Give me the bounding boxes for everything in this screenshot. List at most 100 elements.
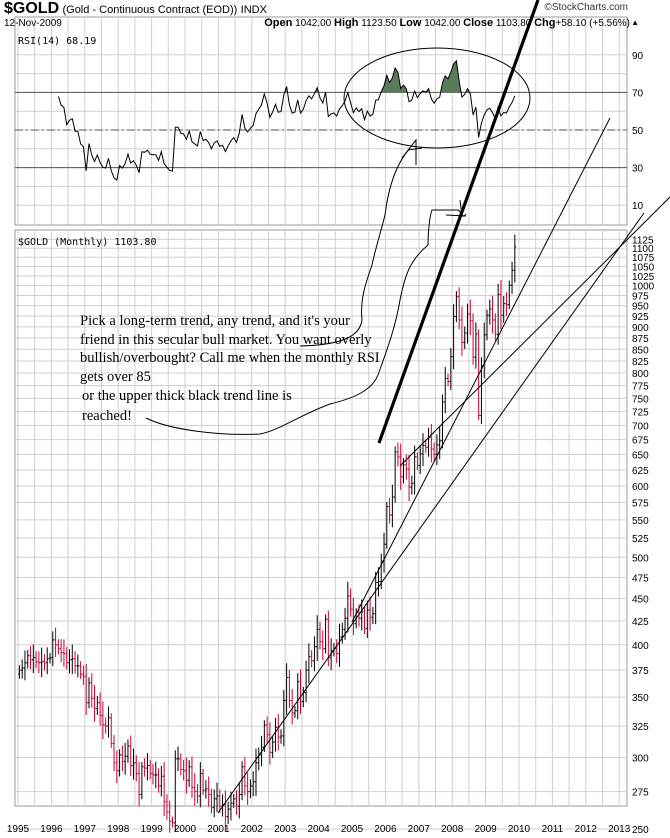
x-tick-label: 2011 [542, 824, 564, 835]
price-tick-label: 800 [632, 369, 649, 380]
price-bar [474, 322, 478, 369]
price-tick-label: 575 [632, 498, 649, 509]
trendline-2007-low [399, 196, 670, 467]
open-label: Open [264, 17, 293, 29]
price-bar [324, 614, 327, 654]
trendline-2001-low [217, 212, 645, 814]
price-bar [421, 433, 425, 467]
price-bar [257, 747, 261, 771]
price-bar [251, 771, 255, 797]
price-bar [115, 750, 119, 784]
price-bar [346, 581, 350, 633]
price-bar [90, 673, 94, 708]
price-bar [45, 647, 49, 675]
price-tick-label: 450 [632, 595, 649, 606]
price-tick-label: 825 [632, 357, 649, 368]
price-tick-label: 700 [632, 421, 649, 432]
description: (Gold - Continuous Contract (EOD)) [62, 4, 238, 16]
price-bar [76, 654, 80, 678]
price-bar [443, 367, 447, 414]
price-bar [226, 801, 230, 825]
price-tick-label: 600 [632, 482, 649, 493]
price-tick-label: 750 [632, 394, 649, 405]
price-tick-label: 1075 [632, 253, 655, 264]
open-value: 1042.00 [295, 18, 332, 29]
price-bar [363, 606, 366, 635]
price-bar [193, 773, 197, 806]
price-bar [502, 296, 505, 323]
rsi-line [57, 59, 516, 182]
x-tick-label: 2007 [408, 824, 431, 835]
rsi-circle-annotation [343, 47, 531, 149]
price-bar [79, 661, 82, 679]
price-bar [143, 758, 146, 777]
price-bar [513, 234, 517, 283]
rsi-panel [57, 59, 516, 182]
price-bar [148, 759, 152, 780]
rsi-tick-label: 30 [632, 164, 644, 175]
hand-annotations [145, 47, 531, 435]
price-bar [313, 636, 316, 672]
price-bar [73, 651, 77, 674]
x-tick-label: 1999 [140, 824, 163, 835]
price-tick-label: 250 [632, 825, 649, 836]
price-bar [416, 452, 419, 471]
price-tick-label: 850 [632, 345, 649, 356]
low-label: Low [399, 17, 422, 29]
high-value: 1123.50 [361, 18, 397, 29]
price-bar [129, 735, 133, 776]
price-bar [104, 717, 107, 734]
price-bar [435, 434, 439, 465]
exchange: INDX [240, 4, 267, 16]
x-tick-label: 2012 [575, 824, 598, 835]
price-bar [82, 665, 85, 685]
trendlines [217, 0, 670, 814]
price-bar [54, 627, 57, 658]
price-bar [463, 326, 467, 350]
rsi-legend: RSI(14) 68.19 [18, 36, 96, 47]
x-tick-label: 1995 [7, 824, 30, 835]
price-bar [162, 762, 166, 816]
price-bar [179, 753, 183, 776]
price-bar [276, 714, 280, 751]
price-bar [151, 764, 155, 785]
price-bar [118, 749, 121, 777]
price-bar [182, 759, 185, 781]
price-bar [123, 742, 127, 775]
price-bar [430, 424, 433, 463]
price-bar [455, 291, 458, 323]
price-bar [307, 643, 311, 684]
price-bar [232, 794, 236, 808]
price-legend: $GOLD (Monthly) 1103.80 [18, 237, 156, 248]
price-bar [240, 761, 244, 801]
price-tick-label: 875 [632, 334, 649, 345]
price-tick-label: 1100 [632, 244, 654, 255]
up-triangle-icon: ▲ [631, 18, 639, 27]
price-tick-label: 775 [632, 381, 649, 392]
price-bar [59, 639, 63, 663]
price-bar [254, 748, 258, 797]
price-bar [393, 446, 397, 503]
price-bar [126, 739, 130, 763]
price-bar [491, 295, 494, 334]
price-bar [274, 717, 277, 752]
price-bar [377, 567, 380, 597]
price-bar [396, 442, 400, 467]
price-bar [413, 445, 416, 495]
price-tick-label: 900 [632, 323, 649, 334]
price-bar [265, 716, 269, 744]
price-bar [199, 762, 202, 808]
price-bar [296, 673, 300, 720]
price-bar [32, 644, 35, 674]
price-bar [352, 597, 355, 636]
price-bar [310, 650, 313, 668]
price-bar [20, 659, 24, 679]
x-tick-label: 2009 [474, 824, 497, 835]
ohlc-readout: Open 1042.00 High 1123.50 Low 1042.00 Cl… [264, 17, 630, 29]
price-bar [87, 677, 91, 709]
price-bar [26, 650, 30, 669]
price-bar [51, 631, 55, 667]
trendline-pointer-curve [145, 209, 467, 435]
price-bar [132, 748, 135, 780]
price-bar [388, 498, 391, 524]
